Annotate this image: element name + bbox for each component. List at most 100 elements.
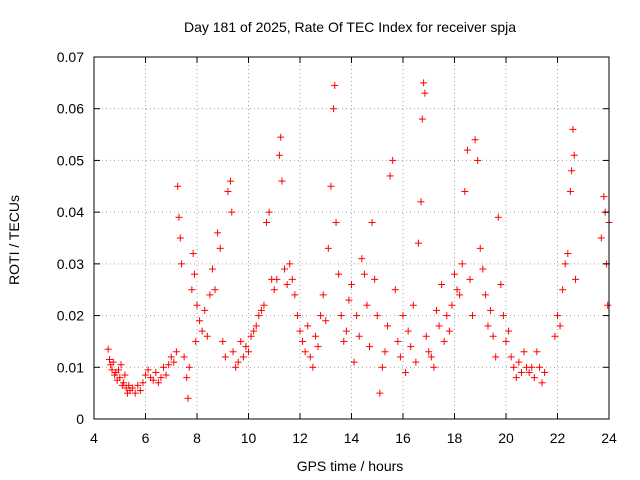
data-point [505, 327, 513, 335]
data-point [190, 270, 198, 278]
data-point [242, 343, 250, 351]
data-point [263, 218, 271, 226]
data-point [528, 363, 536, 371]
data-point [541, 368, 549, 376]
data-point [414, 239, 422, 247]
y-tick-label: 0 [76, 411, 84, 427]
data-point [358, 255, 366, 263]
data-point [174, 182, 182, 190]
data-point [172, 348, 180, 356]
data-point [193, 301, 201, 309]
data-point [471, 136, 479, 144]
data-point [309, 363, 317, 371]
data-point [293, 312, 301, 320]
data-point [229, 348, 237, 356]
data-point [438, 281, 446, 289]
y-tick-label: 0.05 [57, 152, 84, 168]
x-axis-label: GPS time / hours [297, 458, 404, 474]
data-point [396, 353, 404, 361]
data-point [255, 312, 263, 320]
data-point [167, 353, 175, 361]
data-point [418, 115, 426, 123]
data-point [219, 337, 227, 345]
data-point [479, 265, 487, 273]
data-point [399, 312, 407, 320]
data-point [188, 286, 196, 294]
data-point [301, 348, 309, 356]
data-point [314, 343, 322, 351]
data-point [304, 322, 312, 330]
data-point [104, 345, 112, 353]
data-point [568, 167, 576, 175]
data-point [273, 275, 281, 283]
data-point [386, 172, 394, 180]
data-point [538, 379, 546, 387]
data-point [353, 312, 361, 320]
data-point [260, 301, 268, 309]
data-point [131, 389, 139, 397]
data-point [270, 286, 278, 294]
y-tick-label: 0.02 [57, 308, 84, 324]
data-point [443, 312, 451, 320]
data-point [451, 270, 458, 278]
data-point [196, 317, 204, 325]
x-tick-label: 24 [601, 430, 617, 446]
data-point [391, 286, 399, 294]
data-point [368, 218, 376, 226]
data-point [175, 213, 183, 221]
data-point [466, 275, 474, 283]
data-point [252, 322, 260, 330]
x-tick-label: 16 [395, 430, 411, 446]
data-point [561, 260, 569, 268]
data-point [160, 363, 168, 371]
data-point [149, 376, 157, 384]
y-axis-label: ROTI / TECUs [6, 195, 22, 285]
data-point [487, 306, 495, 314]
data-point [208, 265, 216, 273]
data-point [502, 337, 510, 345]
data-point [117, 361, 125, 369]
data-point [525, 368, 533, 376]
data-point [530, 374, 538, 382]
data-point [337, 312, 345, 320]
data-point [381, 348, 389, 356]
data-point [554, 312, 561, 320]
data-point [335, 270, 343, 278]
data-point [355, 332, 363, 340]
data-point [559, 286, 567, 294]
data-point [129, 384, 137, 392]
data-point [422, 332, 430, 340]
axis-ticks: 4 6 8 10 12 14 16 18 20 22 24 0 0.01 0.02 0.03 0.04 0.05… [57, 49, 617, 446]
data-point [556, 322, 564, 330]
data-point [116, 374, 124, 382]
data-point [458, 260, 466, 268]
data-point [283, 281, 291, 289]
data-point [453, 286, 461, 294]
data-point [226, 177, 234, 185]
data-points [104, 79, 613, 402]
data-point [185, 363, 193, 371]
data-point [157, 374, 165, 382]
data-point [342, 327, 350, 335]
data-point [350, 358, 358, 366]
data-point [474, 156, 482, 164]
data-point [206, 291, 214, 299]
data-point [476, 244, 484, 252]
data-point [533, 348, 541, 356]
data-point [239, 353, 247, 361]
data-point [373, 312, 381, 320]
data-point [108, 366, 116, 374]
data-point [597, 234, 605, 242]
data-point [165, 361, 173, 369]
data-point [286, 260, 294, 268]
data-point [109, 358, 117, 366]
x-tick-label: 12 [292, 430, 308, 446]
data-point [232, 363, 240, 371]
data-point [234, 358, 242, 366]
data-point [237, 337, 245, 345]
data-point [489, 332, 497, 340]
data-point [324, 244, 332, 252]
data-point [277, 133, 285, 141]
data-point [201, 306, 209, 314]
data-point [327, 182, 335, 190]
